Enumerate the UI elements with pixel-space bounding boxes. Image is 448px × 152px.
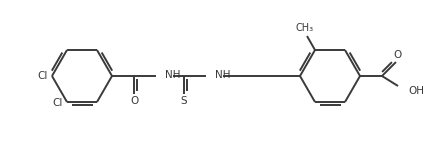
Text: O: O (393, 50, 401, 60)
Text: NH: NH (215, 70, 231, 80)
Text: O: O (130, 96, 138, 106)
Text: Cl: Cl (38, 71, 48, 81)
Text: OH: OH (408, 86, 424, 96)
Text: NH: NH (165, 70, 181, 80)
Text: Cl: Cl (52, 98, 63, 108)
Text: CH₃: CH₃ (296, 23, 314, 33)
Text: S: S (181, 96, 187, 106)
